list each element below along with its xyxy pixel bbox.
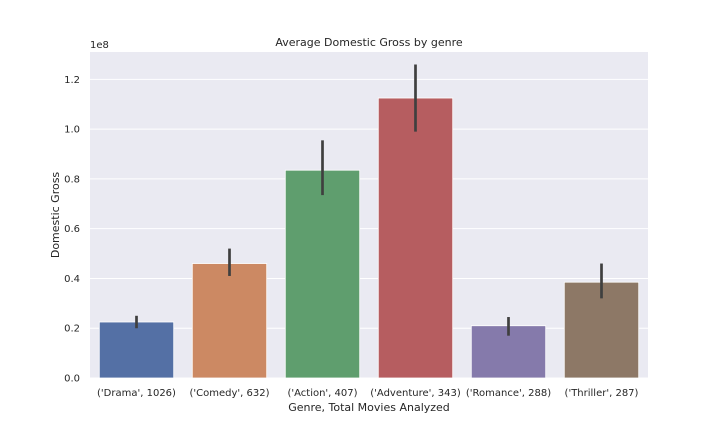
- chart-title: Average Domestic Gross by genre: [275, 36, 462, 49]
- bars: [98, 97, 640, 379]
- x-tick-label: ('Drama', 1026): [97, 388, 176, 399]
- y-tick-labels: 0.0 0.2 0.4 0.6 0.8 1.0 1.2: [64, 75, 80, 385]
- y-axis-label: Domestic Gross: [49, 172, 62, 259]
- y-tick-label: 1.2: [64, 75, 80, 86]
- bar: [191, 263, 268, 379]
- error-bars: [135, 64, 603, 336]
- y-tick-label: 1.0: [64, 125, 80, 136]
- x-tick-label: ('Action', 407): [287, 388, 357, 399]
- y-tick-label: 0.0: [64, 374, 80, 385]
- x-tick-label: ('Adventure', 343): [370, 388, 461, 399]
- y-tick-label: 0.4: [64, 274, 80, 285]
- grid-lines: [90, 78, 648, 379]
- bar: [284, 169, 361, 379]
- bar: [98, 321, 175, 379]
- x-tick-label: ('Thriller', 287): [565, 388, 639, 399]
- x-tick-labels: ('Drama', 1026) ('Comedy', 632) ('Action',…: [97, 388, 639, 399]
- x-tick-label: ('Romance', 288): [466, 388, 551, 399]
- plot-area: [90, 52, 648, 378]
- y-tick-label: 0.8: [64, 174, 80, 185]
- y-tick-label: 0.2: [64, 324, 80, 335]
- y-tick-label: 0.6: [64, 224, 80, 235]
- bar: [377, 97, 454, 379]
- x-axis-label: Genre, Total Movies Analyzed: [288, 401, 450, 414]
- x-tick-label: ('Comedy', 632): [189, 388, 269, 399]
- y-offset-label: 1e8: [90, 40, 109, 51]
